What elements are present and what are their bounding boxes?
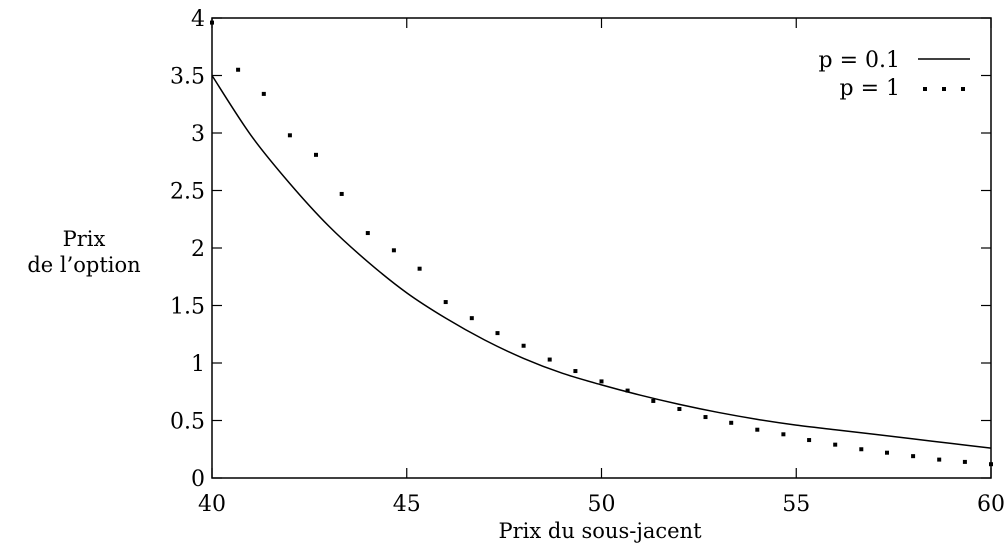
legend-dot [923,87,927,91]
series-point-p1 [417,266,422,271]
y-tick-label: 0.5 [170,410,205,435]
series-point-p1 [599,379,604,384]
legend-dots-p1 [923,87,965,91]
series-point-p1 [729,420,734,425]
series-point-p1 [677,407,682,411]
series-point-p1 [911,454,916,459]
series-point-p1 [573,369,578,374]
series-point-p1 [443,300,448,305]
series-point-p1 [547,357,552,362]
series-point-p1 [651,398,656,403]
series-point-p1 [210,20,214,25]
y-tick-label: 3.5 [170,65,205,90]
x-tick-label: 60 [977,492,1005,517]
series-point-p1 [962,459,967,464]
legend-label-p1: p = 1 [840,76,901,101]
series-point-p1 [937,457,942,462]
series-point-p1 [287,133,292,138]
x-tick-label: 40 [198,492,226,517]
series-point-p1 [495,331,500,336]
y-tick-label: 2 [191,237,205,262]
y-tick-label: 1 [191,352,205,377]
y-tick-label: 3 [191,122,205,147]
y-axis-label-line1: Prix [62,227,106,251]
series-point-p1 [339,191,344,196]
series-point-p1 [703,415,708,420]
series-layer [210,20,993,467]
y-tick-label: 2.5 [170,180,205,205]
series-point-p1 [885,450,890,455]
x-tick-label: 45 [393,492,421,517]
y-ticks: 0 0.5 1 1.5 2 2.5 3 3.5 4 [170,7,991,492]
series-point-p1 [391,248,396,253]
series-point-p1 [989,462,993,467]
series-line-p01 [211,75,992,449]
legend-dot [942,87,946,91]
y-axis-label-line2: de l’option [27,253,141,277]
series-point-p1 [236,67,241,72]
y-tick-label: 4 [191,7,205,32]
x-tick-label: 55 [782,492,810,517]
series-point-p1 [807,438,812,443]
legend-dot [961,87,965,91]
series-point-p1 [521,343,526,348]
series-point-p1 [859,447,864,452]
x-axis-label: Prix du sous-jacent [498,519,702,543]
series-point-p1 [781,432,786,437]
y-axis-label: Prix de l’option [0,226,168,278]
legend-label-p01: p = 0.1 [819,48,901,73]
x-tick-label: 50 [588,492,616,517]
series-point-p1 [261,91,266,96]
legend: p = 0.1 p = 1 [819,48,970,101]
x-ticks: 40 45 50 55 60 [198,18,1005,517]
series-point-p1 [469,316,474,321]
y-tick-label: 0 [191,467,205,492]
series-point-p1 [625,388,630,393]
series-point-p1 [365,231,370,236]
series-point-p1 [755,427,760,432]
y-tick-label: 1.5 [170,295,205,320]
series-point-p1 [833,442,838,447]
series-point-p1 [313,152,318,157]
